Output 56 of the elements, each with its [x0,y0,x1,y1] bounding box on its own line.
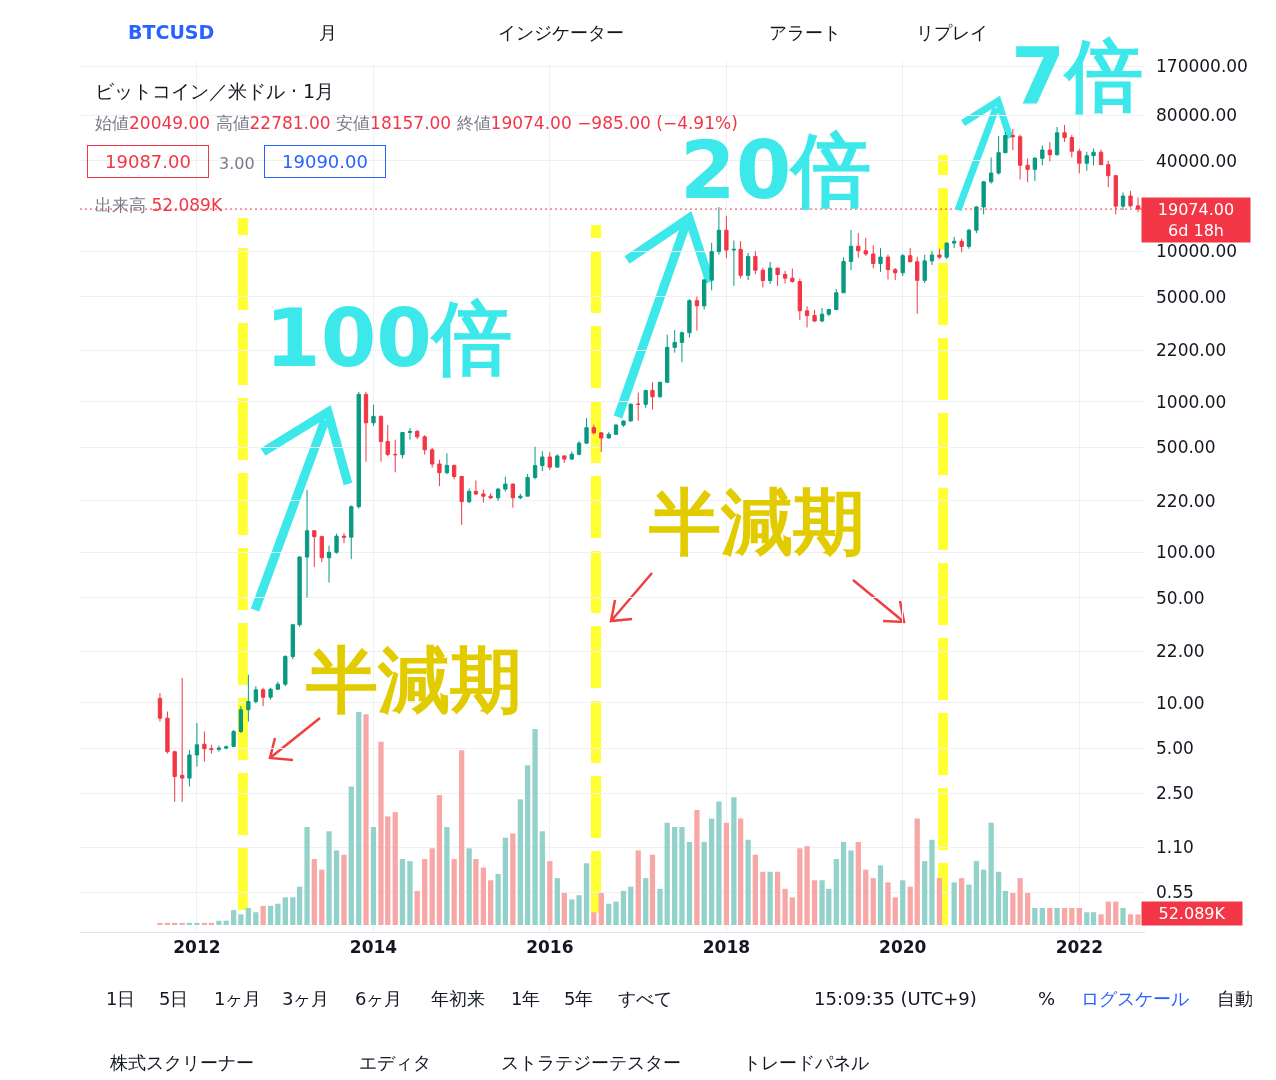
y-tick-label: 80000.00 [1156,105,1238,126]
text: トレードパネル [743,1052,869,1073]
annotation: 100倍 [265,292,512,385]
y-tick-label: 1000.00 [1156,391,1227,412]
annotation: 7倍 [1011,31,1144,121]
text: 自動 [1217,988,1253,1009]
text: 6ヶ月 [355,988,403,1009]
annotation: 19087.00 [105,151,191,172]
x-tick-label: 2022 [1055,937,1103,958]
text: 1ヶ月 [214,988,262,1009]
text: BTCUSD [128,21,215,43]
text: すべて [618,988,672,1009]
text: 月 [319,22,337,43]
text: 年初来 [431,988,485,1009]
annotation: 3.00 [219,154,255,173]
y-tick-label: 10000.00 [1156,241,1238,262]
x-tick-label: 2014 [349,937,398,958]
text: 52.089K [1158,904,1226,923]
text: 1年 [511,988,541,1009]
text: エディタ [359,1052,431,1073]
y-tick-label: 1.10 [1156,837,1194,858]
x-tick-label: 2016 [526,937,574,958]
y-tick-label: 2200.00 [1156,340,1227,361]
text: % [1038,988,1056,1009]
y-tick-label: 5000.00 [1156,286,1227,307]
y-tick-label: 50.00 [1156,587,1205,608]
text: 5日 [159,988,189,1009]
annotation: 半減期 [648,480,865,564]
y-tick-label: 10.00 [1156,692,1205,713]
x-tick-label: 2012 [173,937,221,958]
annotation: 出来高 52.089K [95,195,223,215]
text: アラート [769,22,841,43]
y-tick-label: 0.55 [1156,882,1194,903]
y-tick-label: 2.50 [1156,783,1194,804]
annotation: 19090.00 [282,151,368,172]
annotation: 半減期 [305,638,522,722]
text: ストラテジーテスター [501,1052,681,1073]
x-tick-label: 2020 [879,937,927,958]
y-tick-label: 100.00 [1156,542,1216,563]
y-tick-label: 5.00 [1156,738,1194,759]
text: 1日 [106,988,136,1009]
y-tick-label: 220.00 [1156,490,1216,511]
text: 3ヶ月 [282,988,330,1009]
text: 5年 [564,988,594,1009]
y-tick-label: 22.00 [1156,641,1205,662]
ref-line-label: 19074.00 6d 18h [1157,200,1235,240]
text: リプレイ [916,22,988,43]
x-tick-label: 2018 [702,937,751,958]
text: 15:09:35 (UTC+9) [814,988,977,1009]
y-tick-label: 40000.00 [1156,150,1238,171]
text: インジケーター [498,22,624,43]
text: ログスケール [1081,988,1189,1009]
text: 株式スクリーナー [109,1052,254,1073]
y-tick-label: 500.00 [1156,437,1216,458]
text: ビットコイン／米ドル · 1月 [95,79,335,102]
y-tick-label: 170000.00 [1156,56,1248,77]
